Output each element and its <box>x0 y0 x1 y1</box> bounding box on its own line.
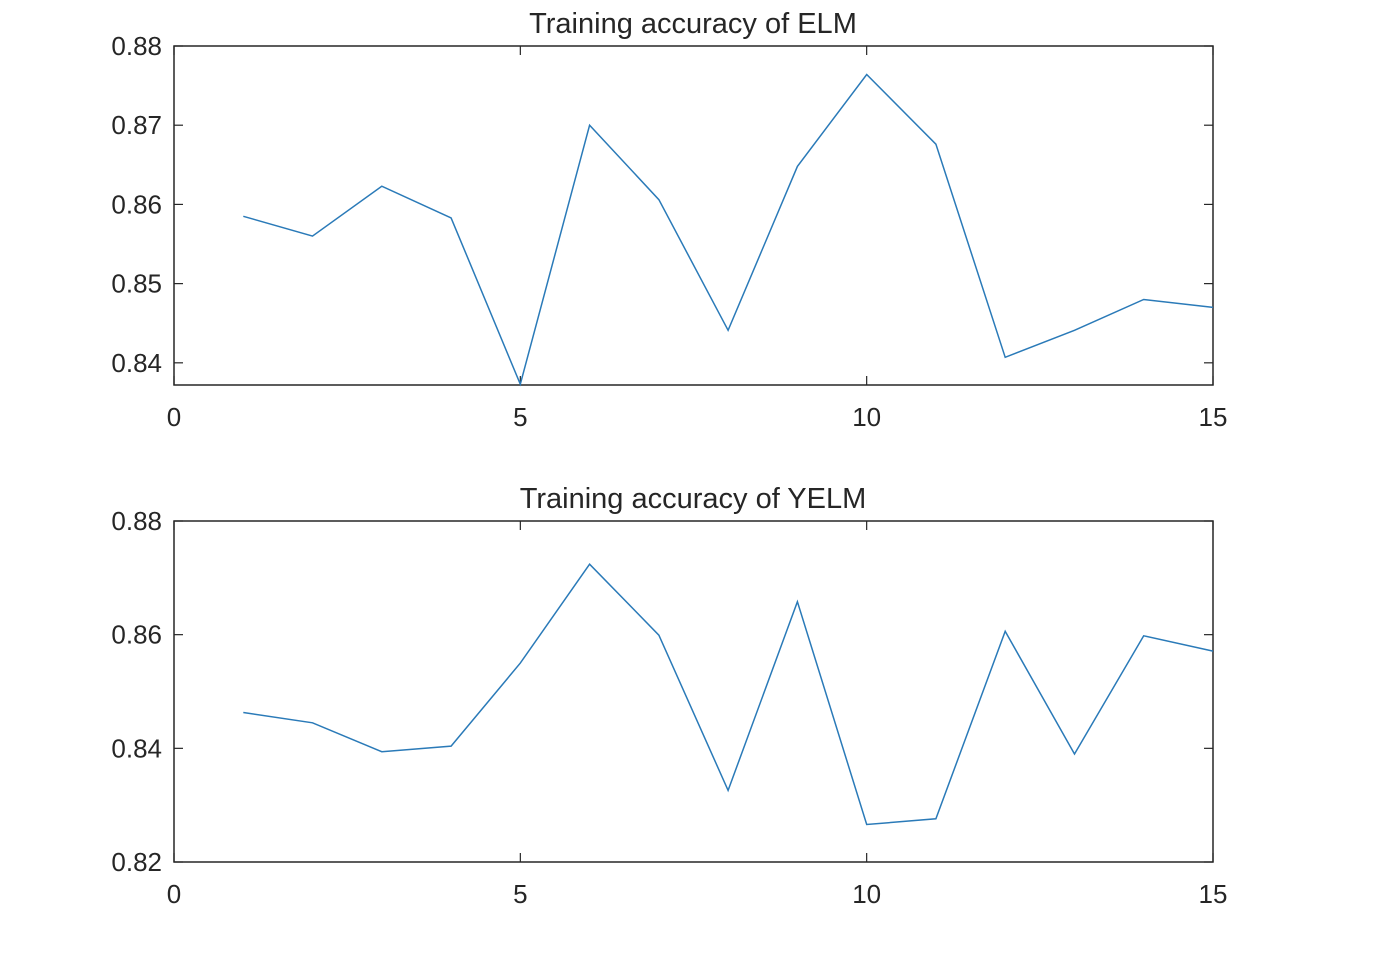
y-tick-label: 0.84 <box>111 348 162 378</box>
x-tick-label: 15 <box>1199 402 1228 432</box>
series-line <box>243 563 1214 826</box>
x-tick-label: 5 <box>513 402 527 432</box>
subplot-yelm: 0 5 10 15 0.82 0.84 0.86 0.88 Training accuracy… <box>111 483 1227 909</box>
y-tick-label: 0.82 <box>111 847 162 877</box>
y-tick-label: 0.85 <box>111 269 162 299</box>
y-tick-label: 0.88 <box>111 31 162 61</box>
x-tick-label: 10 <box>852 402 881 432</box>
y-tick-label: 0.84 <box>111 733 162 763</box>
x-tick-label: 0 <box>167 402 181 432</box>
y-tick-label: 0.86 <box>111 620 162 650</box>
x-tick-label: 0 <box>167 879 181 909</box>
series-line <box>243 73 1214 387</box>
y-tick-label: 0.88 <box>111 506 162 536</box>
y-tick-label: 0.87 <box>111 110 162 140</box>
axes-box <box>173 520 1214 863</box>
chart-title: Training accuracy of ELM <box>529 8 857 40</box>
y-tick-label: 0.86 <box>111 189 162 219</box>
x-tick-label: 15 <box>1199 879 1228 909</box>
axes-box <box>173 45 1214 386</box>
chart-title: Training accuracy of YELM <box>520 483 867 515</box>
subplot-elm: 0 5 10 15 0.84 0.85 0.86 0.87 0.88 Training accu… <box>111 8 1227 432</box>
x-tick-label: 5 <box>513 879 527 909</box>
x-tick-label: 10 <box>852 879 881 909</box>
